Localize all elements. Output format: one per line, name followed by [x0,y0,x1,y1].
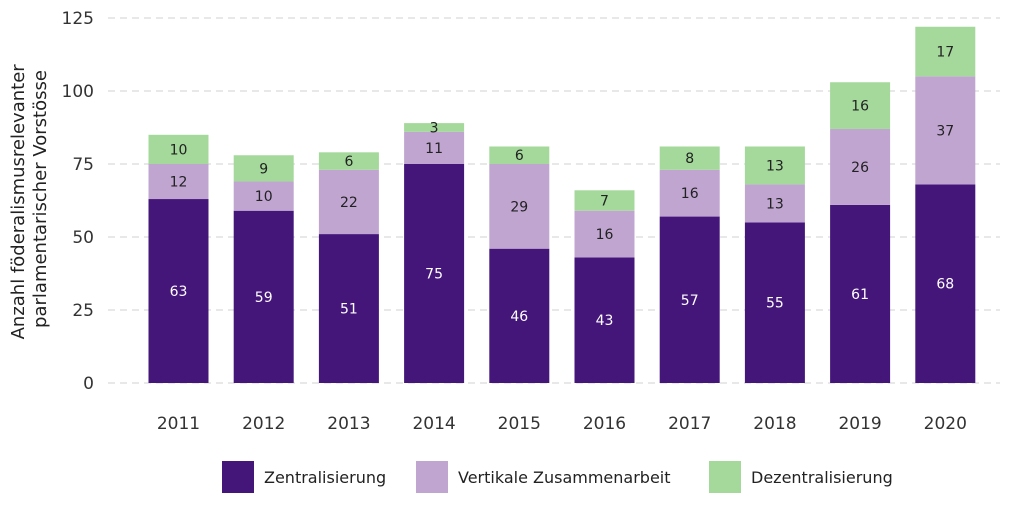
bar-segment [233,155,294,182]
x-tick-label: 2012 [242,414,285,434]
bar-segment [148,134,209,164]
bar-value-label: 16 [681,186,699,202]
y-tick-label: 100 [62,82,94,102]
bar-value-label: 3 [430,121,439,137]
bar-segment [404,131,465,164]
bar-value-label: 12 [170,175,188,191]
bar-segment [489,164,550,249]
bar-segment [830,128,891,205]
bar-segment [318,152,379,170]
bar-segment [915,76,976,185]
legend-swatch [222,461,254,493]
bar-value-label: 10 [255,189,273,205]
bar-segment [318,234,379,383]
bar-value-label: 9 [259,161,268,177]
bar-segment [659,216,720,383]
bar-value-label: 29 [510,199,528,215]
bar-segment [659,169,720,217]
y-tick-label: 25 [72,301,94,321]
bar-segment [574,210,635,258]
bar-segment [404,123,465,132]
x-tick-label: 2019 [838,414,881,434]
bar-segment [659,146,720,170]
bar-value-label: 46 [510,309,528,325]
bar-segment [404,164,465,383]
bars: 63 12 10 59 10 9 51 22 6 75 11 3 46 29 6 43 16 7 57 16 8 55 13… [148,26,976,383]
bar-value-label: 6 [515,148,524,164]
legend-label: Dezentralisierung [751,468,893,487]
bar-segment [233,210,294,383]
bar-value-label: 16 [851,99,869,115]
bar-value-label: 59 [255,290,273,306]
x-tick-label: 2015 [498,414,541,434]
bar-value-label: 43 [596,313,614,329]
y-tick-label: 0 [83,374,94,394]
bar-segment [574,257,635,383]
bar-value-label: 22 [340,195,358,211]
x-tick-label: 2018 [753,414,796,434]
bar-value-label: 75 [425,267,443,283]
bar-value-label: 16 [596,227,614,243]
x-tick-label: 2014 [412,414,455,434]
legend: Zentralisierung Vertikale Zusammenarbeit D… [222,461,893,493]
bar-segment [830,82,891,129]
x-tick-label: 2016 [583,414,626,434]
x-tick-label: 2013 [327,414,370,434]
bar-value-label: 26 [851,160,869,176]
y-tick-label: 75 [72,155,94,175]
legend-swatch [709,461,741,493]
bar-segment [489,248,550,383]
x-axis-ticks: 2011 2012 2013 2014 2015 2016 2017 2018 2019 2020 [157,414,967,434]
bar-segment [489,146,550,164]
bar-value-label: 11 [425,141,443,157]
bar-value-label: 51 [340,302,358,318]
y-axis-label-line-1: Anzahl föderalismusrelevanter [8,64,29,340]
x-tick-label: 2020 [924,414,967,434]
bar-value-label: 55 [766,296,784,312]
bar-value-label: 17 [936,45,954,61]
bar-segment [744,146,805,185]
bar-segment [233,181,294,211]
bar-value-label: 57 [681,293,699,309]
bar-segment [744,222,805,383]
bar-segment [318,169,379,235]
bar-segment [915,26,976,77]
bar-segment [574,190,635,211]
bar-value-label: 8 [685,151,694,167]
bar-segment [915,184,976,383]
bar-segment [744,184,805,223]
bar-value-label: 63 [170,284,188,300]
bar-value-label: 10 [170,142,188,158]
bar-segment [830,204,891,383]
bar-segment [148,164,209,200]
bar-segment [148,199,209,383]
bar-value-label: 7 [600,194,609,210]
y-tick-label: 50 [72,228,94,248]
legend-swatch [416,461,448,493]
bar-value-label: 37 [936,123,954,139]
bar-value-label: 6 [344,154,353,170]
y-axis-ticks: 0 25 50 75 100 125 [62,9,94,394]
y-axis-label: Anzahl föderalismusrelevanter parlamenta… [8,59,51,340]
bar-value-label: 13 [766,196,784,212]
bar-value-label: 13 [766,158,784,174]
bar-value-label: 61 [851,287,869,303]
y-tick-label: 125 [62,9,94,29]
y-axis-label-line-2: parlamentarischer Vorstösse [30,70,51,328]
x-tick-label: 2017 [668,414,711,434]
legend-label: Zentralisierung [264,468,386,487]
x-tick-label: 2011 [157,414,200,434]
bar-value-label: 68 [936,277,954,293]
legend-label: Vertikale Zusammenarbeit [458,468,671,487]
